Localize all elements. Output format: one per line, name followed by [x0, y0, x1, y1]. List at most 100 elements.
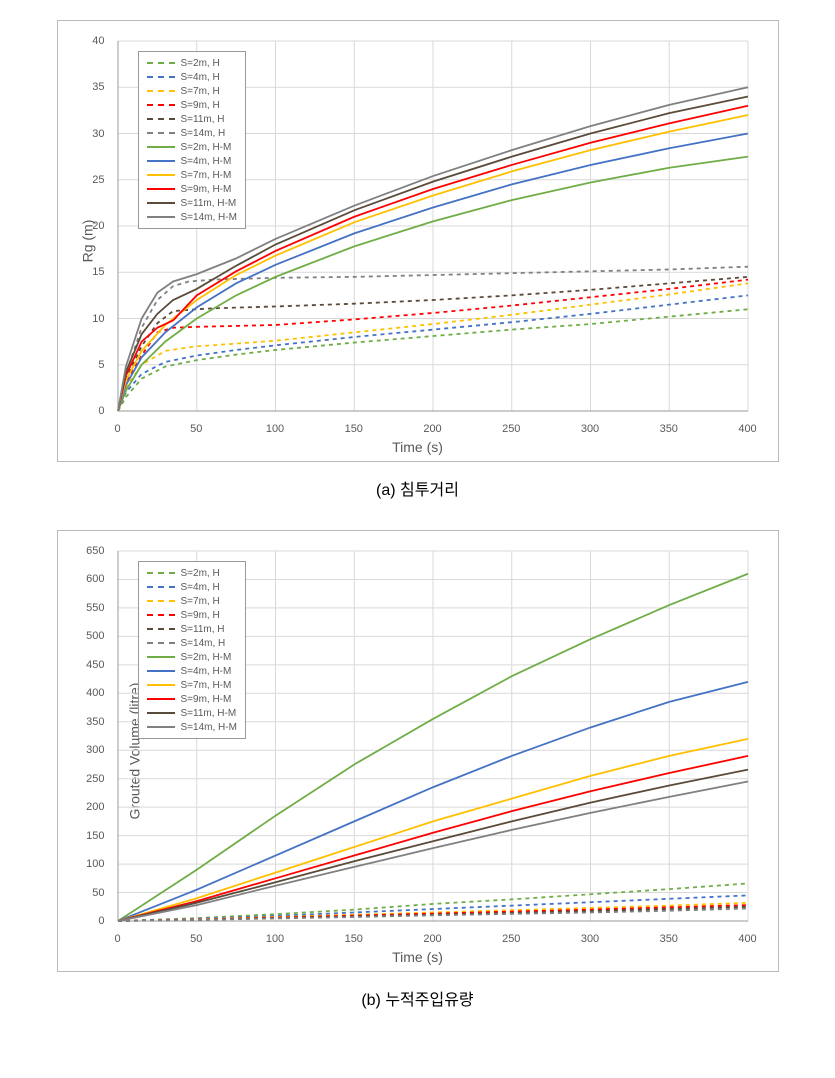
legend-label: S=9m, H — [181, 610, 220, 621]
y-tick-label: 0 — [98, 405, 104, 417]
legend-swatch — [147, 62, 175, 64]
legend-label: S=2m, H-M — [181, 652, 232, 663]
legend-item: S=9m, H — [147, 608, 237, 622]
legend-label: S=9m, H-M — [181, 184, 232, 195]
legend-label: S=7m, H-M — [181, 170, 232, 181]
chart-b-xlabel: Time (s) — [392, 949, 443, 965]
legend-label: S=11m, H-M — [181, 708, 237, 719]
chart-b-legend: S=2m, HS=4m, HS=7m, HS=9m, HS=11m, HS=14… — [138, 561, 246, 739]
y-tick-label: 450 — [86, 659, 104, 671]
x-tick-label: 0 — [114, 933, 120, 945]
legend-item: S=2m, H-M — [147, 650, 237, 664]
legend-swatch — [147, 118, 175, 120]
legend-item: S=4m, H-M — [147, 664, 237, 678]
y-tick-label: 50 — [92, 887, 104, 899]
legend-label: S=2m, H-M — [181, 142, 232, 153]
legend-swatch — [147, 132, 175, 134]
chart-a-legend: S=2m, HS=4m, HS=7m, HS=9m, HS=11m, HS=14… — [138, 51, 246, 229]
legend-label: S=11m, H — [181, 114, 225, 125]
x-tick-label: 300 — [581, 933, 599, 945]
x-tick-label: 350 — [660, 933, 678, 945]
legend-item: S=11m, H — [147, 112, 237, 126]
chart-b-yticks: 050100150200250300350400450500550600650 — [58, 551, 113, 921]
legend-label: S=14m, H — [181, 638, 226, 649]
legend-item: S=14m, H-M — [147, 720, 237, 734]
legend-item: S=4m, H-M — [147, 154, 237, 168]
legend-item: S=11m, H — [147, 622, 237, 636]
x-tick-label: 300 — [581, 423, 599, 435]
legend-item: S=2m, H — [147, 56, 237, 70]
y-tick-label: 400 — [86, 687, 104, 699]
legend-label: S=4m, H-M — [181, 156, 232, 167]
x-tick-label: 100 — [266, 423, 284, 435]
x-tick-label: 100 — [266, 933, 284, 945]
legend-item: S=4m, H — [147, 580, 237, 594]
chart-a-xticks: 050100150200250300350400 — [118, 423, 748, 437]
legend-swatch — [147, 628, 175, 630]
legend-swatch — [147, 656, 175, 658]
legend-swatch — [147, 684, 175, 686]
legend-item: S=9m, H-M — [147, 692, 237, 706]
legend-swatch — [147, 572, 175, 574]
legend-swatch — [147, 188, 175, 190]
legend-swatch — [147, 614, 175, 616]
legend-label: S=2m, H — [181, 568, 220, 579]
x-tick-label: 50 — [190, 423, 202, 435]
legend-label: S=4m, H — [181, 72, 220, 83]
legend-swatch — [147, 698, 175, 700]
x-tick-label: 400 — [738, 423, 756, 435]
legend-swatch — [147, 600, 175, 602]
y-tick-label: 35 — [92, 81, 104, 93]
legend-swatch — [147, 642, 175, 644]
y-tick-label: 40 — [92, 35, 104, 47]
x-tick-label: 150 — [345, 423, 363, 435]
chart-a-area: Rg (m) Time (s) 0510152025303540 0501001… — [57, 20, 779, 462]
x-tick-label: 150 — [345, 933, 363, 945]
chart-b-area: Grouted Volume (litre) Time (s) 05010015… — [57, 530, 779, 972]
legend-label: S=7m, H-M — [181, 680, 232, 691]
legend-label: S=14m, H-M — [181, 212, 237, 223]
x-tick-label: 200 — [423, 423, 441, 435]
chart-a-yticks: 0510152025303540 — [58, 41, 113, 411]
legend-item: S=2m, H-M — [147, 140, 237, 154]
y-tick-label: 600 — [86, 573, 104, 585]
legend-label: S=2m, H — [181, 58, 220, 69]
legend-swatch — [147, 202, 175, 204]
y-tick-label: 30 — [92, 128, 104, 140]
y-tick-label: 550 — [86, 602, 104, 614]
y-tick-label: 200 — [86, 801, 104, 813]
y-tick-label: 300 — [86, 744, 104, 756]
legend-label: S=14m, H-M — [181, 722, 237, 733]
y-tick-label: 650 — [86, 545, 104, 557]
y-tick-label: 25 — [92, 174, 104, 186]
x-tick-label: 200 — [423, 933, 441, 945]
legend-swatch — [147, 670, 175, 672]
legend-item: S=11m, H-M — [147, 706, 237, 720]
legend-item: S=11m, H-M — [147, 196, 237, 210]
y-tick-label: 15 — [92, 266, 104, 278]
legend-item: S=4m, H — [147, 70, 237, 84]
x-tick-label: 250 — [502, 933, 520, 945]
y-tick-label: 350 — [86, 716, 104, 728]
legend-item: S=14m, H — [147, 126, 237, 140]
y-tick-label: 0 — [98, 915, 104, 927]
y-tick-label: 150 — [86, 830, 104, 842]
legend-swatch — [147, 586, 175, 588]
legend-label: S=9m, H-M — [181, 694, 232, 705]
y-tick-label: 500 — [86, 630, 104, 642]
legend-label: S=4m, H — [181, 582, 220, 593]
legend-swatch — [147, 726, 175, 728]
legend-swatch — [147, 104, 175, 106]
chart-a-container: Rg (m) Time (s) 0510152025303540 0501001… — [40, 20, 795, 500]
legend-swatch — [147, 174, 175, 176]
y-tick-label: 100 — [86, 858, 104, 870]
y-tick-label: 5 — [98, 359, 104, 371]
legend-item: S=7m, H-M — [147, 168, 237, 182]
legend-label: S=9m, H — [181, 100, 220, 111]
x-tick-label: 0 — [114, 423, 120, 435]
x-tick-label: 250 — [502, 423, 520, 435]
y-tick-label: 20 — [92, 220, 104, 232]
y-tick-label: 250 — [86, 773, 104, 785]
legend-item: S=14m, H-M — [147, 210, 237, 224]
legend-item: S=9m, H — [147, 98, 237, 112]
